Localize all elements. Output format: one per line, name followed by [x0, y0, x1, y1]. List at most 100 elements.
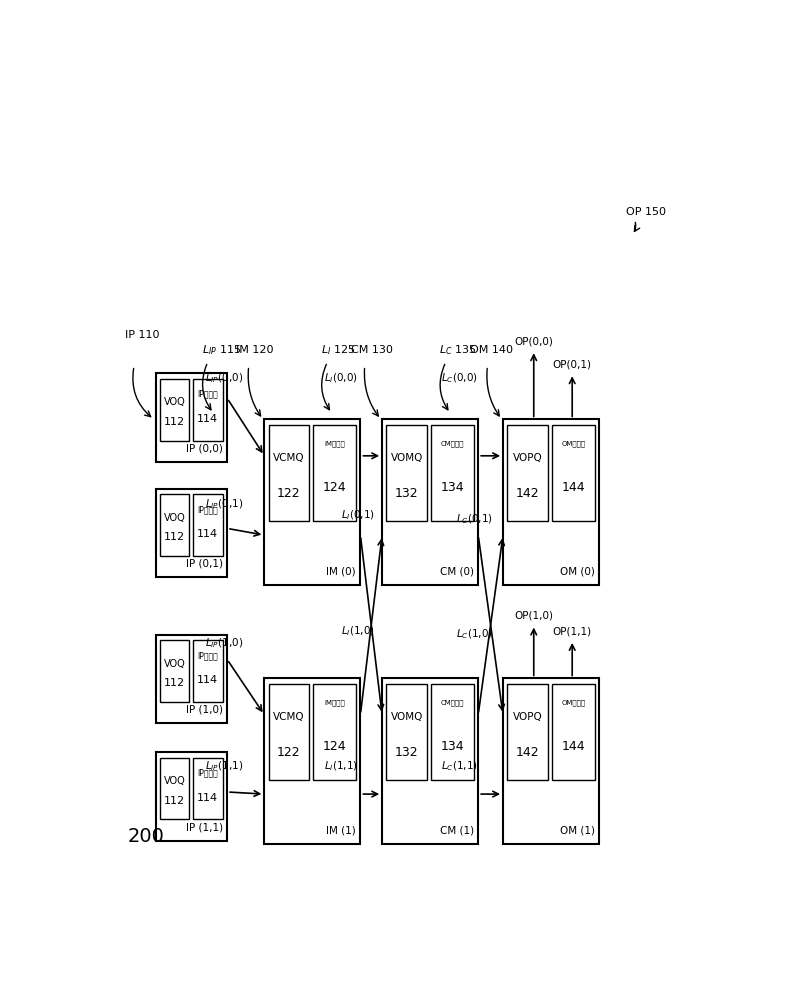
- Text: $L_{IP}$(0,0): $L_{IP}$(0,0): [205, 371, 243, 385]
- Text: CM (0): CM (0): [440, 567, 474, 577]
- Text: 114: 114: [198, 792, 218, 802]
- Text: IP (0,1): IP (0,1): [186, 559, 222, 569]
- Text: OM管理器: OM管理器: [562, 441, 586, 447]
- Bar: [156, 752, 227, 840]
- Text: 142: 142: [516, 747, 539, 759]
- Text: 132: 132: [395, 747, 418, 759]
- Text: CM管理器: CM管理器: [441, 700, 464, 707]
- Text: $L_{IP}$ 115: $L_{IP}$ 115: [202, 343, 241, 357]
- Text: IP (1,1): IP (1,1): [186, 822, 222, 832]
- Bar: [269, 425, 309, 521]
- Bar: [552, 425, 594, 521]
- Bar: [193, 757, 222, 819]
- Text: CM 130: CM 130: [351, 345, 393, 355]
- Bar: [386, 684, 427, 779]
- Text: $L_C$(1,1): $L_C$(1,1): [441, 759, 478, 773]
- Bar: [269, 684, 309, 779]
- Bar: [193, 640, 222, 702]
- Text: 112: 112: [164, 679, 185, 689]
- Bar: [382, 419, 478, 585]
- Text: IM (1): IM (1): [326, 825, 356, 835]
- Text: 114: 114: [198, 676, 218, 686]
- Text: OM (0): OM (0): [560, 567, 594, 577]
- Bar: [314, 425, 356, 521]
- Text: VOQ: VOQ: [163, 397, 186, 407]
- Text: $L_{IP}$(1,1): $L_{IP}$(1,1): [205, 759, 243, 773]
- Text: 112: 112: [164, 795, 185, 805]
- Text: VOQ: VOQ: [163, 659, 186, 669]
- Bar: [160, 640, 189, 702]
- Bar: [156, 635, 227, 723]
- Text: OP(0,0): OP(0,0): [514, 336, 553, 346]
- Text: $L_I$(0,1): $L_I$(0,1): [341, 509, 374, 522]
- Text: IM管理器: IM管理器: [324, 441, 345, 447]
- Bar: [160, 494, 189, 556]
- Text: OM管理器: OM管理器: [562, 700, 586, 707]
- Text: $L_C$(0,0): $L_C$(0,0): [441, 371, 478, 385]
- Bar: [431, 684, 474, 779]
- Bar: [156, 373, 227, 462]
- Bar: [503, 419, 599, 585]
- Text: IP管理器: IP管理器: [198, 768, 218, 777]
- Bar: [314, 684, 356, 779]
- Text: IP (1,0): IP (1,0): [186, 705, 222, 715]
- Text: IP (0,0): IP (0,0): [186, 444, 222, 454]
- Text: $L_I$ 125: $L_I$ 125: [321, 343, 355, 357]
- Text: 122: 122: [277, 747, 301, 759]
- Bar: [264, 679, 361, 843]
- Text: 200: 200: [128, 827, 165, 846]
- Text: $L_C$ 135: $L_C$ 135: [439, 343, 477, 357]
- Bar: [382, 679, 478, 843]
- Text: OP(1,1): OP(1,1): [553, 626, 592, 636]
- Text: $L_{IP}$(0,1): $L_{IP}$(0,1): [205, 497, 243, 511]
- Text: VOPQ: VOPQ: [513, 453, 542, 463]
- Text: $L_C$(0,1): $L_C$(0,1): [457, 513, 494, 526]
- Bar: [507, 425, 548, 521]
- Bar: [503, 679, 599, 843]
- Bar: [507, 684, 548, 779]
- Text: VOQ: VOQ: [163, 776, 186, 786]
- Text: 114: 114: [198, 529, 218, 539]
- Text: IM 120: IM 120: [237, 345, 274, 355]
- Text: 142: 142: [516, 487, 539, 500]
- Bar: [386, 425, 427, 521]
- Text: 112: 112: [164, 532, 185, 542]
- Text: OM (1): OM (1): [560, 825, 594, 835]
- Bar: [431, 425, 474, 521]
- Text: $L_C$(1,0): $L_C$(1,0): [457, 628, 494, 642]
- Text: 114: 114: [198, 414, 218, 424]
- Text: OM 140: OM 140: [470, 345, 513, 355]
- Text: CM (1): CM (1): [440, 825, 474, 835]
- Text: VOMQ: VOMQ: [390, 713, 423, 723]
- Text: VOQ: VOQ: [163, 513, 186, 523]
- Text: 134: 134: [441, 740, 464, 752]
- Text: VCMQ: VCMQ: [273, 453, 305, 463]
- Bar: [160, 378, 189, 440]
- Text: IP管理器: IP管理器: [198, 389, 218, 398]
- Text: $L_{IP}$(1,0): $L_{IP}$(1,0): [205, 637, 243, 650]
- Text: $L_I$(1,0): $L_I$(1,0): [341, 624, 374, 638]
- Text: OP 150: OP 150: [626, 207, 666, 217]
- Bar: [160, 757, 189, 819]
- Text: IP管理器: IP管理器: [198, 651, 218, 660]
- Bar: [193, 378, 222, 440]
- Text: 144: 144: [562, 740, 586, 752]
- Text: VOMQ: VOMQ: [390, 453, 423, 463]
- Text: VOPQ: VOPQ: [513, 713, 542, 723]
- Text: CM管理器: CM管理器: [441, 441, 464, 447]
- Text: 112: 112: [164, 417, 185, 427]
- Bar: [552, 684, 594, 779]
- Text: 124: 124: [323, 740, 346, 752]
- Text: OP(0,1): OP(0,1): [553, 359, 592, 369]
- Text: IM (0): IM (0): [326, 567, 356, 577]
- Text: IP管理器: IP管理器: [198, 505, 218, 514]
- Bar: [193, 494, 222, 556]
- Bar: [156, 489, 227, 577]
- Text: VCMQ: VCMQ: [273, 713, 305, 723]
- Text: OP(1,0): OP(1,0): [514, 611, 554, 621]
- Text: 144: 144: [562, 481, 586, 494]
- Text: IP 110: IP 110: [125, 330, 159, 340]
- Text: IM管理器: IM管理器: [324, 700, 345, 707]
- Text: 124: 124: [323, 481, 346, 494]
- Text: $L_I$(0,0): $L_I$(0,0): [324, 371, 358, 385]
